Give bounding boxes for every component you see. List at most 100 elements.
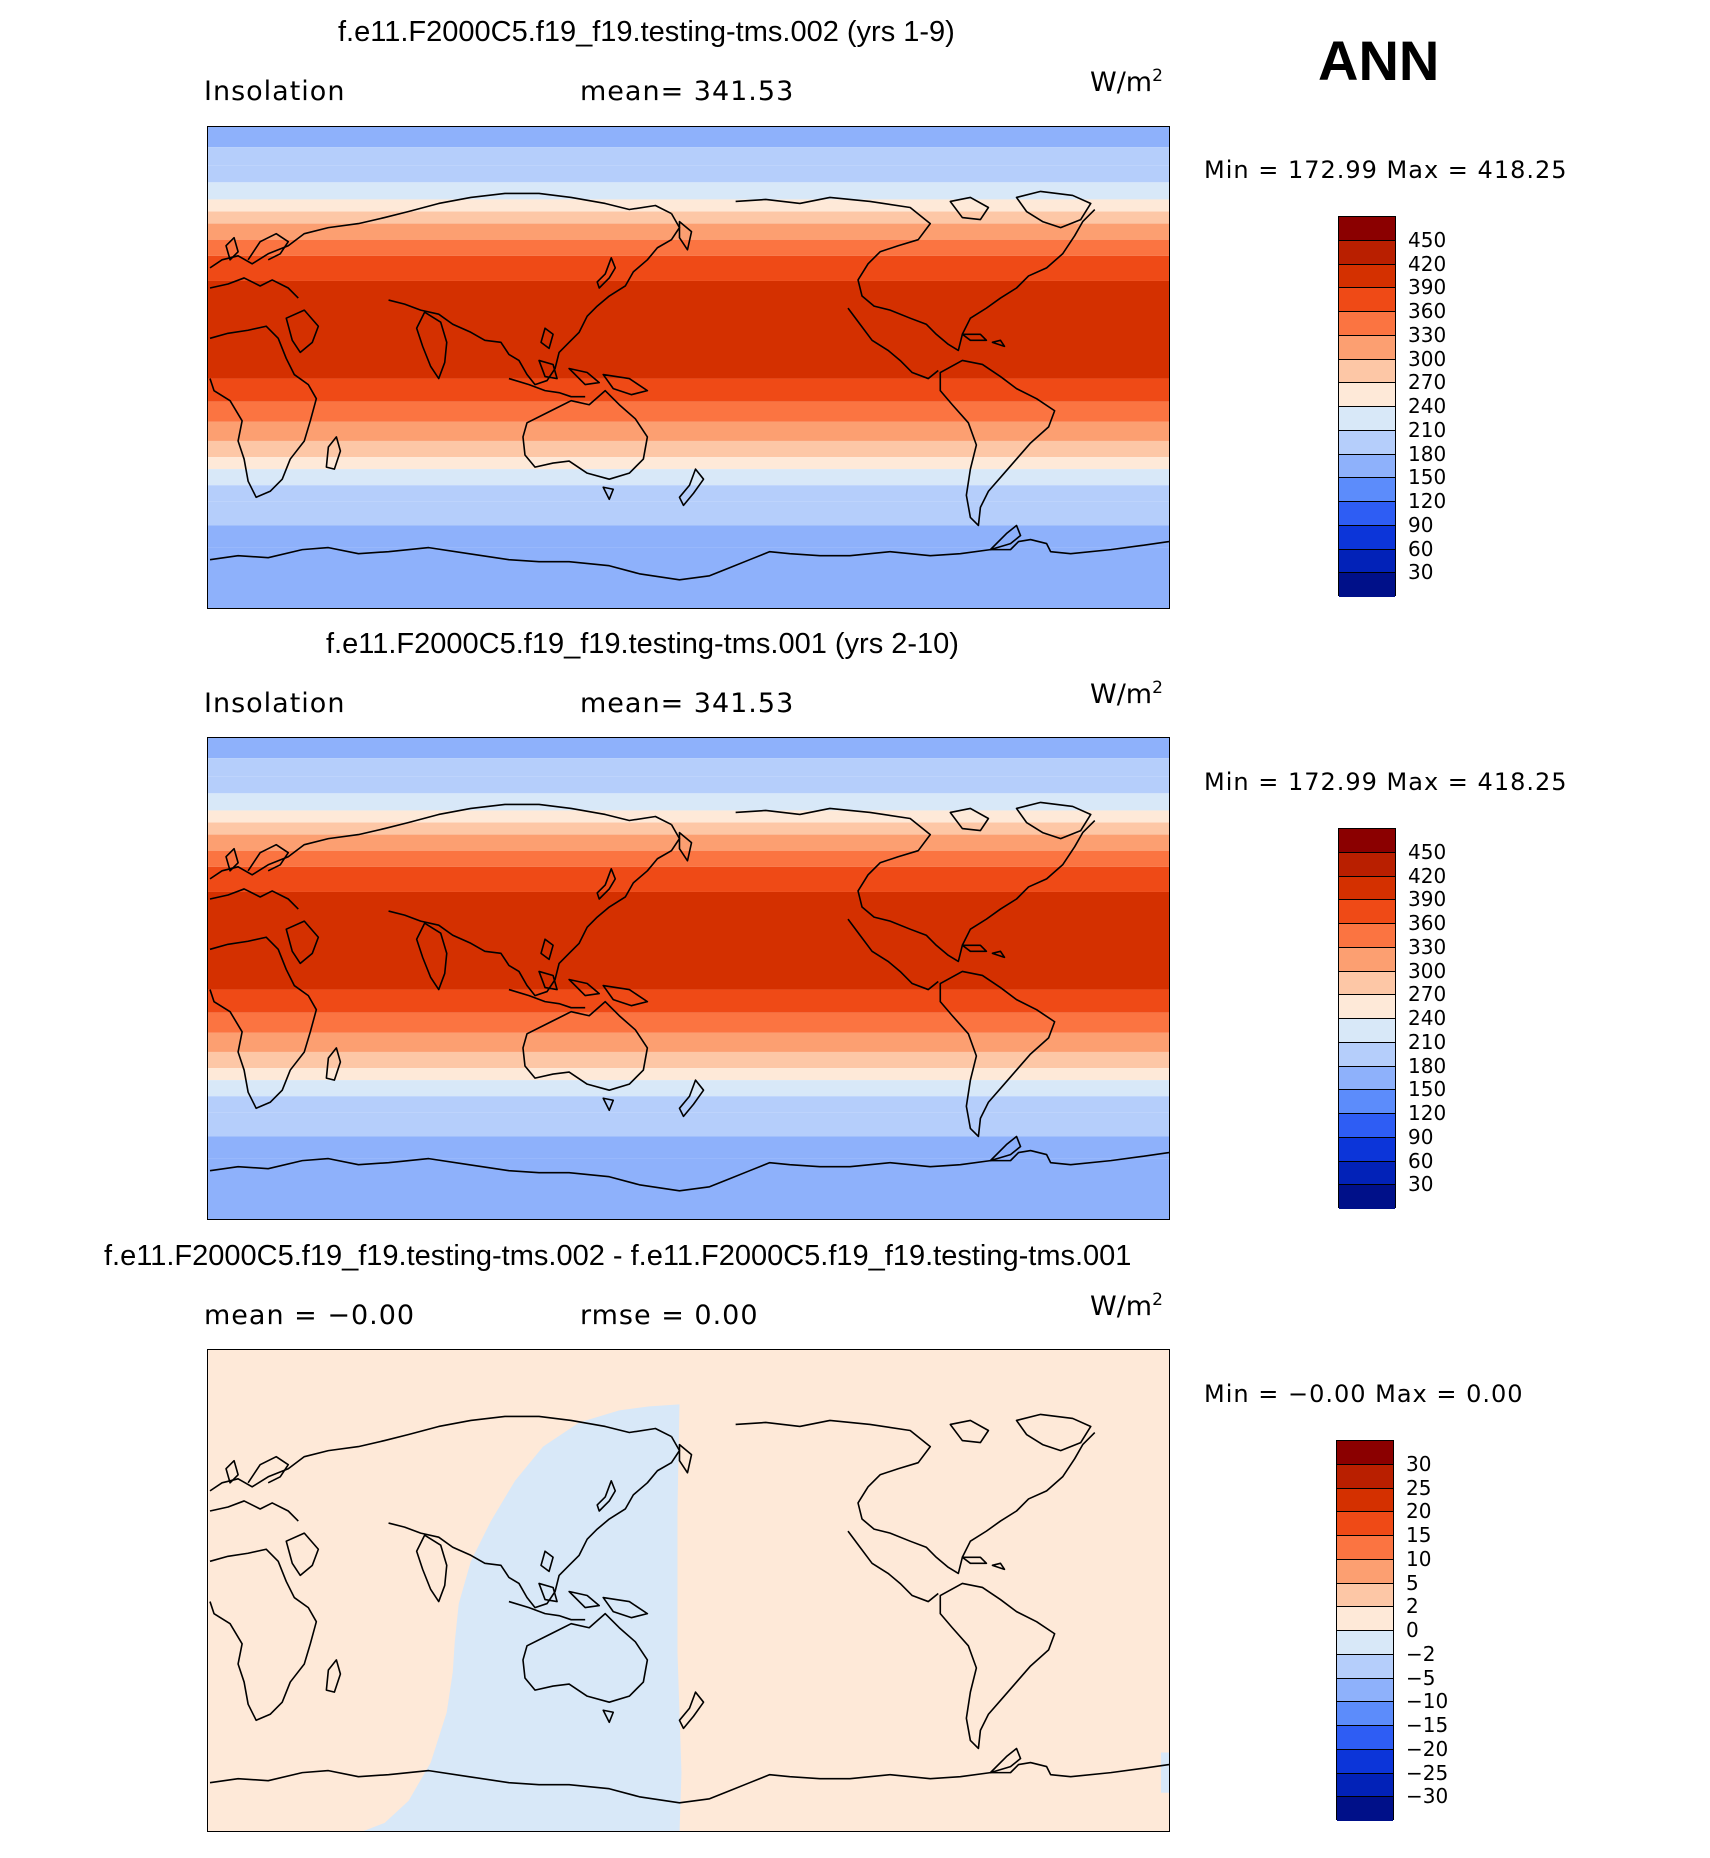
colorbar-swatch <box>1337 1654 1393 1679</box>
colorbar-tick-label: 270 <box>1408 982 1447 1007</box>
colorbar-swatch <box>1339 852 1395 877</box>
panel3-rmse-label: rmse = 0.00 <box>580 1300 759 1331</box>
colorbar-tick-label: 150 <box>1408 465 1447 490</box>
colorbar-swatch <box>1339 549 1395 574</box>
colorbar-swatch <box>1337 1797 1393 1821</box>
colorbar-swatch <box>1339 383 1395 407</box>
colorbar-swatch <box>1337 1559 1393 1584</box>
panel3-min-max: Min = −0.00 Max = 0.00 <box>1204 1380 1524 1408</box>
colorbar-swatch <box>1339 1042 1395 1067</box>
panel1-min-max: Min = 172.99 Max = 418.25 <box>1204 156 1568 184</box>
panel2-units: W/m2 <box>1090 678 1163 710</box>
colorbar-tick-label: 420 <box>1408 863 1447 888</box>
colorbar-swatch <box>1337 1702 1393 1726</box>
colorbar-tick-label: −15 <box>1406 1713 1449 1737</box>
colorbar-swatch <box>1337 1464 1393 1489</box>
colorbar-swatch <box>1339 573 1395 597</box>
colorbar-swatch <box>1337 1512 1393 1536</box>
colorbar-tick-label: 360 <box>1408 299 1447 323</box>
season-label: ANN <box>1318 29 1440 92</box>
panel1-title: f.e11.F2000C5.f19_f19.testing-tms.002 (y… <box>338 16 955 48</box>
colorbar-swatch <box>1337 1441 1393 1465</box>
colorbar-swatch <box>1339 1066 1395 1091</box>
colorbar-tick-label: 450 <box>1408 227 1447 252</box>
colorbar-swatch <box>1339 217 1395 241</box>
colorbar-tick-label: 240 <box>1408 1006 1447 1030</box>
colorbar-swatch <box>1337 1631 1393 1655</box>
panel3-mean-label: mean = −0.00 <box>204 1300 416 1331</box>
colorbar-swatch <box>1339 525 1395 550</box>
colorbar-tick-label: 180 <box>1408 441 1447 466</box>
colorbar-swatch <box>1339 1161 1395 1186</box>
colorbar-tick-label: 60 <box>1408 536 1434 561</box>
colorbar-swatch <box>1339 971 1395 996</box>
colorbar-tick-label: 300 <box>1408 346 1447 371</box>
panel1-colorbar <box>1338 216 1396 597</box>
colorbar-tick-label: −10 <box>1406 1689 1449 1714</box>
colorbar-swatch <box>1337 1536 1393 1560</box>
colorbar-swatch <box>1339 502 1395 526</box>
colorbar-tick-label: 390 <box>1408 275 1447 300</box>
panel2-field-label: Insolation <box>204 688 346 719</box>
colorbar-swatch <box>1339 900 1395 924</box>
panel2-map <box>207 737 1170 1220</box>
colorbar-swatch <box>1339 407 1395 431</box>
colorbar-tick-label: 60 <box>1408 1148 1434 1173</box>
colorbar-swatch <box>1337 1488 1393 1513</box>
colorbar-swatch <box>1339 359 1395 384</box>
colorbar-tick-label: 270 <box>1408 370 1447 395</box>
colorbar-tick-label: 240 <box>1408 394 1447 418</box>
colorbar-swatch <box>1339 1019 1395 1043</box>
colorbar-tick-label: 30 <box>1406 1451 1432 1476</box>
colorbar-swatch <box>1337 1726 1393 1750</box>
colorbar-swatch <box>1337 1607 1393 1631</box>
colorbar-swatch <box>1339 478 1395 502</box>
colorbar-tick-label: −25 <box>1406 1760 1449 1785</box>
colorbar-tick-label: 330 <box>1408 934 1447 959</box>
colorbar-tick-label: 210 <box>1408 417 1447 442</box>
colorbar-tick-label: 20 <box>1406 1499 1432 1524</box>
colorbar-tick-label: 25 <box>1406 1475 1432 1500</box>
panel1-mean-label: mean= 341.53 <box>580 76 795 107</box>
colorbar-swatch <box>1339 454 1395 479</box>
colorbar-tick-label: 90 <box>1408 512 1434 537</box>
colorbar-tick-label: 10 <box>1406 1546 1432 1571</box>
colorbar-swatch <box>1337 1749 1393 1774</box>
colorbar-swatch <box>1339 995 1395 1019</box>
colorbar-tick-label: 30 <box>1408 560 1434 585</box>
colorbar-swatch <box>1339 1090 1395 1114</box>
colorbar-swatch <box>1339 335 1395 360</box>
colorbar-tick-label: 360 <box>1408 911 1447 935</box>
colorbar-swatch <box>1337 1583 1393 1608</box>
colorbar-tick-label: 15 <box>1406 1523 1432 1547</box>
colorbar-tick-label: 5 <box>1406 1570 1419 1595</box>
colorbar-tick-label: 30 <box>1408 1172 1434 1197</box>
colorbar-tick-label: 300 <box>1408 958 1447 983</box>
colorbar-swatch <box>1339 924 1395 948</box>
colorbar-tick-label: −2 <box>1406 1641 1436 1666</box>
colorbar-swatch <box>1339 1114 1395 1138</box>
colorbar-swatch <box>1339 1185 1395 1209</box>
colorbar-swatch <box>1339 288 1395 312</box>
colorbar-swatch <box>1339 1137 1395 1162</box>
colorbar-tick-label: 330 <box>1408 322 1447 347</box>
colorbar-tick-label: −30 <box>1406 1784 1449 1809</box>
panel3-map <box>207 1349 1170 1832</box>
colorbar-tick-label: −5 <box>1406 1665 1436 1690</box>
colorbar-tick-label: 420 <box>1408 251 1447 276</box>
colorbar-tick-label: 0 <box>1406 1618 1419 1642</box>
colorbar-tick-label: −20 <box>1406 1736 1449 1761</box>
panel2-title: f.e11.F2000C5.f19_f19.testing-tms.001 (y… <box>326 628 959 660</box>
colorbar-tick-label: 210 <box>1408 1029 1447 1054</box>
colorbar-tick-label: 450 <box>1408 839 1447 864</box>
colorbar-swatch <box>1337 1678 1393 1703</box>
panel3-colorbar <box>1336 1440 1394 1821</box>
colorbar-tick-label: 120 <box>1408 1101 1447 1125</box>
colorbar-tick-label: 120 <box>1408 489 1447 513</box>
colorbar-swatch <box>1339 240 1395 265</box>
colorbar-swatch <box>1339 264 1395 289</box>
panel3-units: W/m2 <box>1090 1290 1163 1322</box>
panel2-colorbar <box>1338 828 1396 1209</box>
panel3-title: f.e11.F2000C5.f19_f19.testing-tms.002 - … <box>104 1240 1132 1272</box>
panel1-units: W/m2 <box>1090 66 1163 98</box>
